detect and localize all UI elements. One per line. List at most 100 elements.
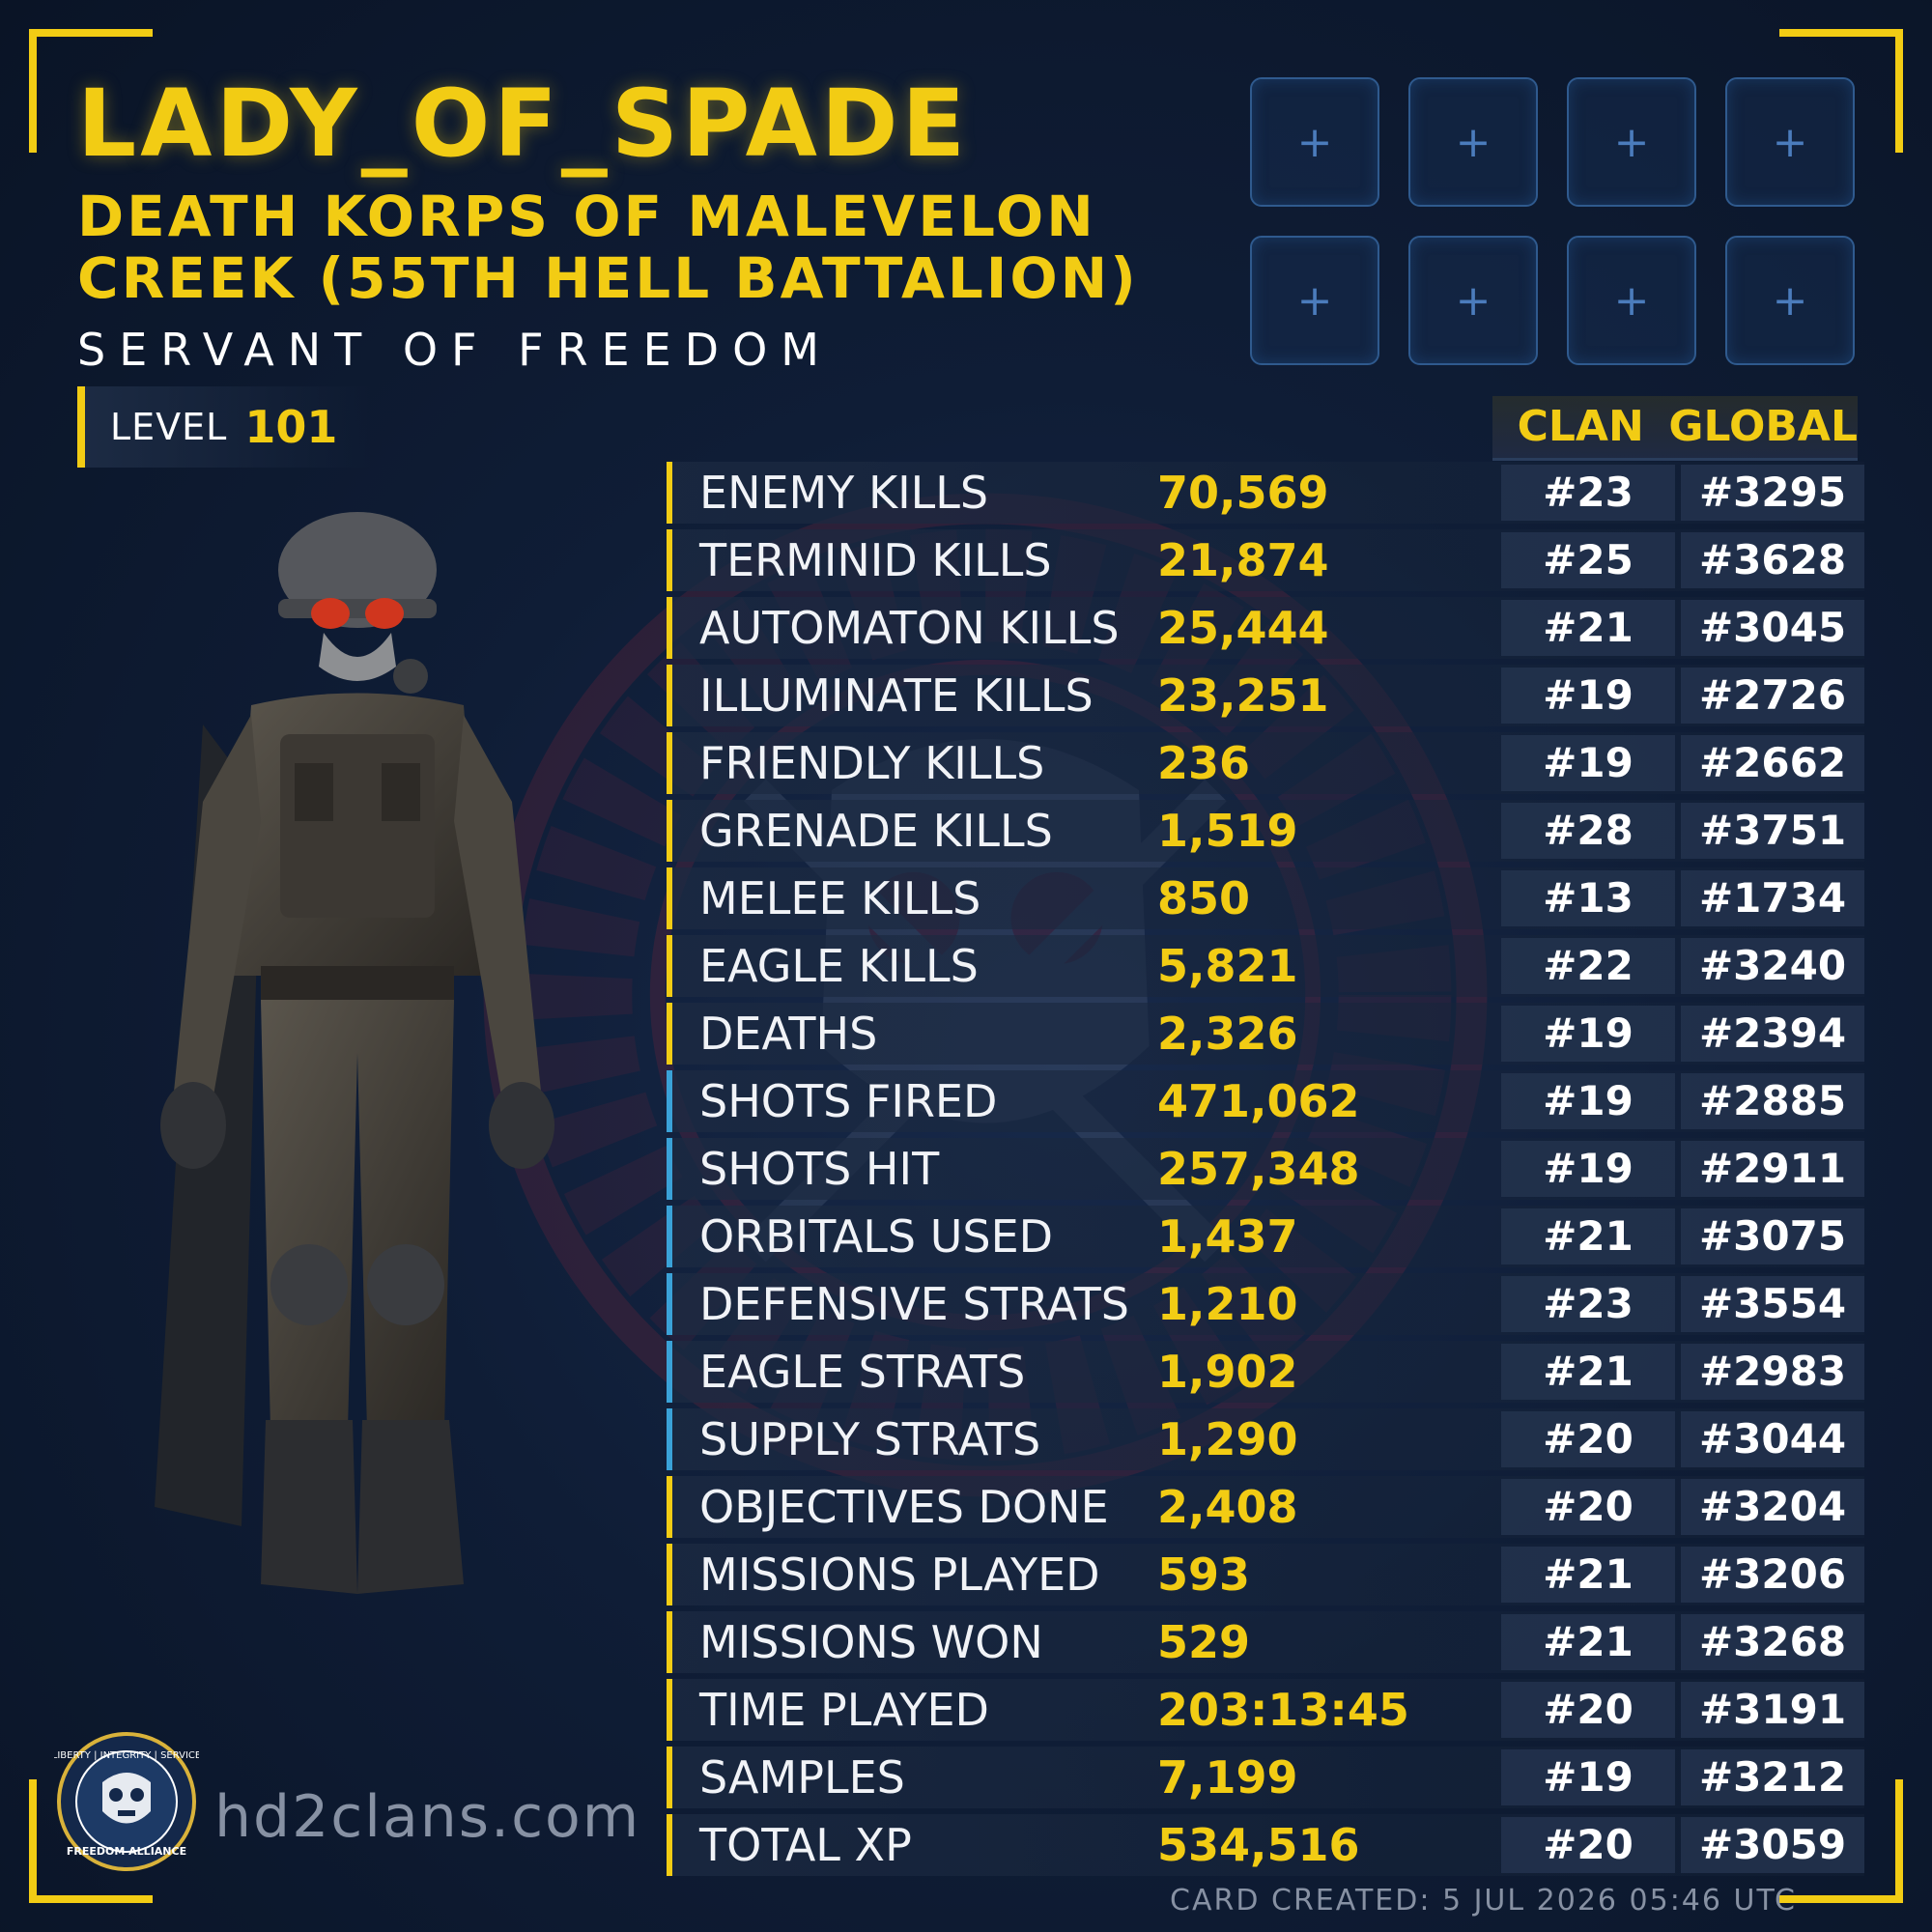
clan-rank: #19: [1501, 1073, 1675, 1129]
stat-value: 5,821: [1157, 940, 1298, 992]
stat-label: GRENADE KILLS: [699, 805, 1053, 857]
level-badge: LEVEL 101: [77, 386, 371, 468]
stat-label: SAMPLES: [699, 1751, 905, 1804]
stat-label: ILLUMINATE KILLS: [699, 669, 1094, 722]
stat-row-samples: SAMPLES 7,199 #19 #3212: [667, 1747, 1864, 1808]
stat-row-friendly-kills: FRIENDLY KILLS 236 #19 #2662: [667, 732, 1864, 794]
global-rank: #3751: [1681, 803, 1864, 859]
stat-label: MISSIONS PLAYED: [699, 1548, 1100, 1601]
stat-value: 7,199: [1157, 1751, 1298, 1804]
stat-label: EAGLE STRATS: [699, 1346, 1026, 1398]
stat-value: 23,251: [1157, 669, 1329, 722]
global-rank: #3628: [1681, 532, 1864, 588]
medal-slot[interactable]: +: [1567, 77, 1696, 207]
global-rank: #2983: [1681, 1344, 1864, 1400]
global-rank: #3295: [1681, 465, 1864, 521]
stat-row-terminid-kills: TERMINID KILLS 21,874 #25 #3628: [667, 529, 1864, 591]
stat-label: SUPPLY STRATS: [699, 1413, 1041, 1465]
stat-label: EAGLE KILLS: [699, 940, 979, 992]
stat-value: 25,444: [1157, 602, 1329, 654]
clan-rank: #20: [1501, 1479, 1675, 1535]
clan-rank: #21: [1501, 1614, 1675, 1670]
global-rank: #2885: [1681, 1073, 1864, 1129]
stat-value: 850: [1157, 872, 1251, 924]
clan-rank: #21: [1501, 1208, 1675, 1264]
global-rank: #3191: [1681, 1682, 1864, 1738]
plus-icon: +: [1772, 117, 1808, 167]
frame-corner-top-left: [29, 29, 153, 153]
medal-slot[interactable]: +: [1725, 77, 1855, 207]
global-rank: #3204: [1681, 1479, 1864, 1535]
clan-rank: #23: [1501, 1276, 1675, 1332]
stat-row-illuminate-kills: ILLUMINATE KILLS 23,251 #19 #2726: [667, 665, 1864, 726]
stat-row-defensive-strats: DEFENSIVE STRATS 1,210 #23 #3554: [667, 1273, 1864, 1335]
stat-row-enemy-kills: ENEMY KILLS 70,569 #23 #3295: [667, 462, 1864, 524]
stat-label: AUTOMATON KILLS: [699, 602, 1120, 654]
stat-value: 2,408: [1157, 1481, 1298, 1533]
stat-value: 529: [1157, 1616, 1251, 1668]
clan-rank: #21: [1501, 600, 1675, 656]
stat-label: SHOTS FIRED: [699, 1075, 998, 1127]
stat-value: 593: [1157, 1548, 1251, 1601]
stat-label: FRIENDLY KILLS: [699, 737, 1045, 789]
stat-value: 1,437: [1157, 1210, 1298, 1263]
medal-slot[interactable]: +: [1567, 236, 1696, 365]
stat-value: 70,569: [1157, 467, 1329, 519]
skull-shield-icon: LIBERTY | INTEGRITY | SERVICE FREEDOM AL…: [54, 1732, 199, 1871]
clan-name: DEATH KORPS OF MALEVELON CREEK (55TH HEL…: [77, 184, 1139, 311]
stat-label: MISSIONS WON: [699, 1616, 1043, 1668]
stat-row-objectives-done: OBJECTIVES DONE 2,408 #20 #3204: [667, 1476, 1864, 1538]
clan-rank: #22: [1501, 938, 1675, 994]
global-rank: #3268: [1681, 1614, 1864, 1670]
level-value: 101: [244, 401, 338, 453]
global-rank: #2662: [1681, 735, 1864, 791]
stat-label: MELEE KILLS: [699, 872, 981, 924]
plus-icon: +: [1296, 275, 1333, 326]
stat-label: SHOTS HIT: [699, 1143, 940, 1195]
plus-icon: +: [1772, 275, 1808, 326]
plus-icon: +: [1455, 275, 1492, 326]
clan-rank: #20: [1501, 1817, 1675, 1873]
medal-slot[interactable]: +: [1250, 77, 1379, 207]
stat-row-automaton-kills: AUTOMATON KILLS 25,444 #21 #3045: [667, 597, 1864, 659]
clan-rank: #19: [1501, 735, 1675, 791]
plus-icon: +: [1613, 275, 1650, 326]
plus-icon: +: [1296, 117, 1333, 167]
soldier-avatar: [155, 512, 554, 1594]
stat-value: 1,290: [1157, 1413, 1298, 1465]
medal-slot[interactable]: +: [1250, 236, 1379, 365]
stat-value: 471,062: [1157, 1075, 1360, 1127]
stat-row-eagle-kills: EAGLE KILLS 5,821 #22 #3240: [667, 935, 1864, 997]
clan-rank: #23: [1501, 465, 1675, 521]
medal-slot[interactable]: +: [1725, 236, 1855, 365]
medal-slots: + + + + + + + +: [1250, 77, 1855, 365]
global-rank: #3045: [1681, 600, 1864, 656]
global-rank: #3240: [1681, 938, 1864, 994]
global-rank: #2726: [1681, 668, 1864, 724]
stat-value: 21,874: [1157, 534, 1329, 586]
stat-row-deaths: DEATHS 2,326 #19 #2394: [667, 1003, 1864, 1065]
site-link[interactable]: hd2clans.com: [214, 1783, 641, 1851]
clan-rank: #19: [1501, 668, 1675, 724]
clan-rank: #25: [1501, 532, 1675, 588]
global-rank: #3044: [1681, 1411, 1864, 1467]
logo-text-top: LIBERTY | INTEGRITY | SERVICE: [54, 1750, 199, 1761]
stat-label: OBJECTIVES DONE: [699, 1481, 1109, 1533]
stat-value: 257,348: [1157, 1143, 1360, 1195]
clan-rank: #21: [1501, 1547, 1675, 1603]
stat-row-total-xp: TOTAL XP 534,516 #20 #3059: [667, 1814, 1864, 1876]
stat-row-grenade-kills: GRENADE KILLS 1,519 #28 #3751: [667, 800, 1864, 862]
global-rank: #2911: [1681, 1141, 1864, 1197]
stat-value: 2,326: [1157, 1008, 1298, 1060]
medal-slot[interactable]: +: [1408, 236, 1538, 365]
frame-corner-bottom-right: [1779, 1779, 1903, 1903]
clan-rank: #28: [1501, 803, 1675, 859]
clan-rank: #19: [1501, 1141, 1675, 1197]
medal-slot[interactable]: +: [1408, 77, 1538, 207]
stat-value: 534,516: [1157, 1819, 1360, 1871]
frame-corner-top-right: [1779, 29, 1903, 153]
rank-column-headers: CLAN GLOBAL: [1492, 396, 1858, 461]
global-rank: #3206: [1681, 1547, 1864, 1603]
global-rank: #3059: [1681, 1817, 1864, 1873]
clan-rank: #19: [1501, 1006, 1675, 1062]
